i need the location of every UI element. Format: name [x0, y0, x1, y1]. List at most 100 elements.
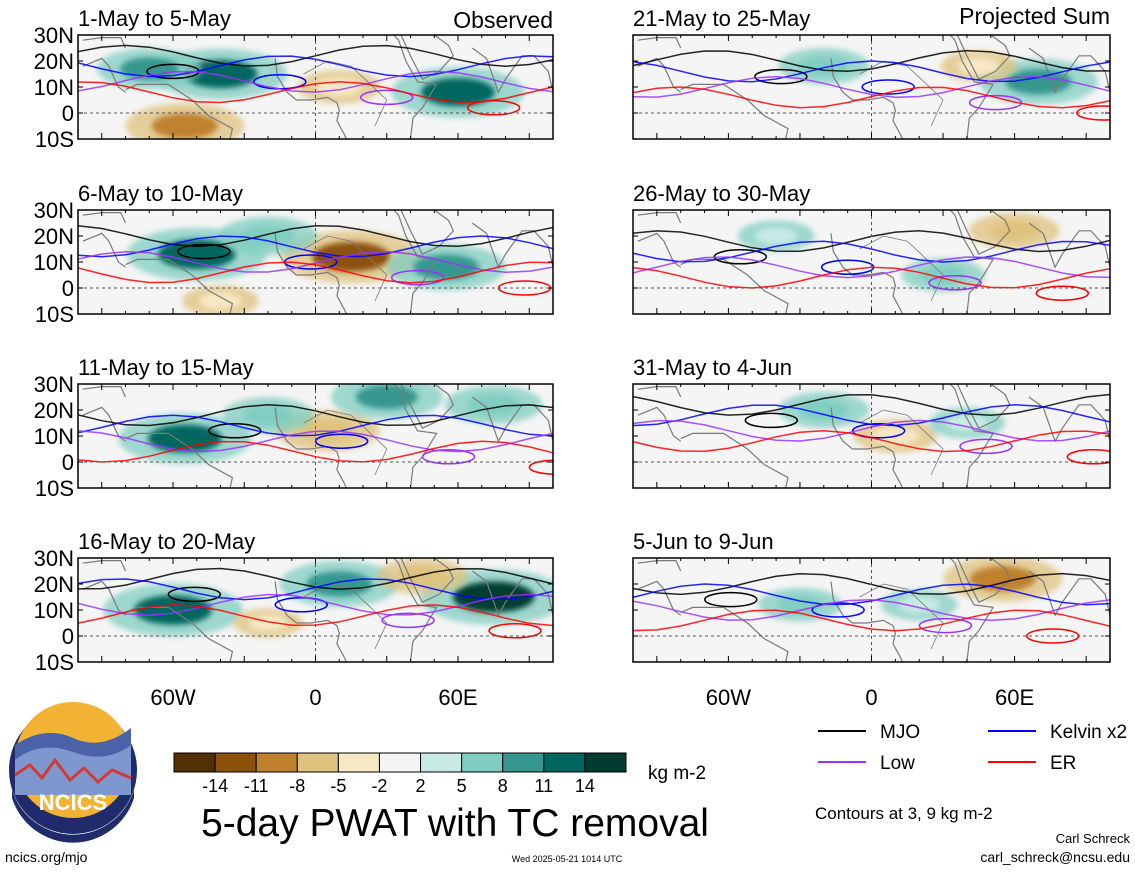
- wave-contour-loop: [360, 89, 414, 106]
- south-america-coast: [680, 606, 789, 662]
- gulf-coast: [637, 36, 682, 49]
- lat-label: 20N: [34, 398, 74, 423]
- india-coast: [471, 396, 553, 443]
- legend-label: ER: [1050, 753, 1076, 774]
- map-panel: 26-May to 30-May: [632, 181, 1111, 315]
- south-america-coast: [680, 83, 789, 139]
- gulf-coast: [82, 559, 127, 572]
- south-america-coast: [125, 606, 234, 662]
- south-america-coast: [125, 83, 234, 139]
- wave-contour-loop: [488, 623, 542, 639]
- lat-label: 0: [62, 450, 74, 475]
- panel-title: 16-May to 20-May: [78, 529, 255, 554]
- lat-label: 10N: [34, 424, 74, 449]
- colorbar-tick-label: 8: [498, 776, 508, 796]
- country-borders: [303, 235, 388, 302]
- india-coast: [471, 47, 553, 94]
- panel-title: 31-May to 4-Jun: [633, 355, 792, 380]
- lat-label: 10S: [35, 476, 74, 501]
- lat-label: 10N: [34, 598, 74, 623]
- lat-label: 0: [62, 101, 74, 126]
- lat-label: 30N: [34, 198, 74, 223]
- colorbar-swatch: [255, 752, 298, 773]
- central-america-coast: [637, 232, 682, 268]
- arabia-coast: [956, 35, 1011, 80]
- ncics-logo: NCICS: [9, 702, 137, 843]
- lat-label: 10S: [35, 302, 74, 327]
- map-panel: 21-May to 25-May: [632, 6, 1111, 140]
- gulf-coast: [82, 36, 127, 49]
- wave-contour-loop: [744, 412, 799, 429]
- source-url: ncics.org/mjo: [5, 849, 88, 865]
- gulf-coast: [637, 386, 682, 398]
- colorbar-swatch: [337, 752, 380, 773]
- wave-contour: [78, 414, 553, 437]
- gulf-coast: [82, 212, 127, 224]
- south-america-coast: [680, 432, 789, 488]
- africa-north-east-coast: [949, 35, 995, 139]
- wave-contour-loop: [928, 275, 982, 291]
- panel-title: 26-May to 30-May: [633, 181, 810, 206]
- colorbar-swatch: [296, 752, 339, 773]
- contours-note: Contours at 3, 9 kg m-2: [815, 804, 993, 823]
- wave-contour: [78, 70, 553, 93]
- colorbar-swatch: [502, 752, 545, 773]
- anomaly-core: [306, 571, 373, 597]
- colorbar-tick-label: 11: [534, 776, 553, 796]
- panel-title: 11-May to 15-May: [78, 355, 254, 380]
- map-panel: 5-Jun to 9-Jun: [632, 529, 1111, 663]
- colorbar-tick-label: -11: [244, 776, 269, 796]
- africa-north-east-coast: [393, 35, 438, 139]
- wave-contour-loop: [959, 438, 1013, 455]
- projected-label: Projected Sum: [959, 3, 1110, 29]
- south-america-coast: [125, 258, 234, 314]
- colorbar-swatch: [173, 752, 216, 773]
- lat-label: 10S: [35, 650, 74, 675]
- anomaly-core: [397, 566, 448, 587]
- lat-label: 30N: [34, 546, 74, 571]
- legend-label: Kelvin x2: [1050, 722, 1127, 743]
- wave-contour-loop: [314, 433, 369, 449]
- africa-coast: [830, 233, 904, 314]
- lon-label: 60E: [438, 685, 477, 710]
- colorbar: -14 -11 -8 -5 -2 2 5 8 11 14: [173, 752, 627, 796]
- coastlines: [82, 35, 553, 139]
- central-america-coast: [82, 406, 126, 442]
- wave-contour-loop: [918, 617, 973, 634]
- wave-contour: [78, 593, 553, 616]
- wave-contour-loop: [390, 269, 445, 286]
- wave-contour-loop: [968, 94, 1023, 111]
- colorbar-tick-label: -2: [371, 776, 387, 796]
- india-coast: [1028, 396, 1110, 443]
- anomaly-core: [798, 399, 849, 421]
- wave-contour: [633, 49, 1110, 73]
- anomaly-core: [1005, 69, 1072, 95]
- lat-label: 0: [62, 624, 74, 649]
- wave-contour: [633, 266, 1110, 289]
- wave-contour: [78, 250, 553, 274]
- country-borders: [859, 60, 944, 127]
- lat-label: 20N: [34, 572, 74, 597]
- wave-contour: [633, 75, 1110, 98]
- india-coast: [471, 570, 553, 617]
- colorbar-swatch: [543, 752, 586, 773]
- colorbar-swatch: [584, 752, 627, 773]
- observed-label: Observed: [453, 7, 553, 33]
- wave-contour-loop: [466, 100, 521, 116]
- panel-title: 5-Jun to 9-Jun: [633, 529, 774, 554]
- timestamp: Wed 2025-05-21 1014 UTC: [512, 854, 623, 864]
- colorbar-tick-label: -14: [202, 776, 228, 796]
- gulf-coast: [637, 559, 682, 572]
- africa-north-east-coast: [393, 384, 438, 488]
- legend-label: MJO: [880, 722, 920, 743]
- wave-contour: [633, 256, 1110, 279]
- wave-contour-loop: [754, 68, 808, 85]
- wave-contour: [633, 430, 1110, 453]
- africa-north-east-coast: [949, 210, 995, 314]
- wave-contour-loop: [811, 602, 865, 618]
- coastlines: [82, 558, 553, 662]
- south-america-coast: [125, 432, 234, 488]
- wave-contour-loop: [274, 597, 328, 613]
